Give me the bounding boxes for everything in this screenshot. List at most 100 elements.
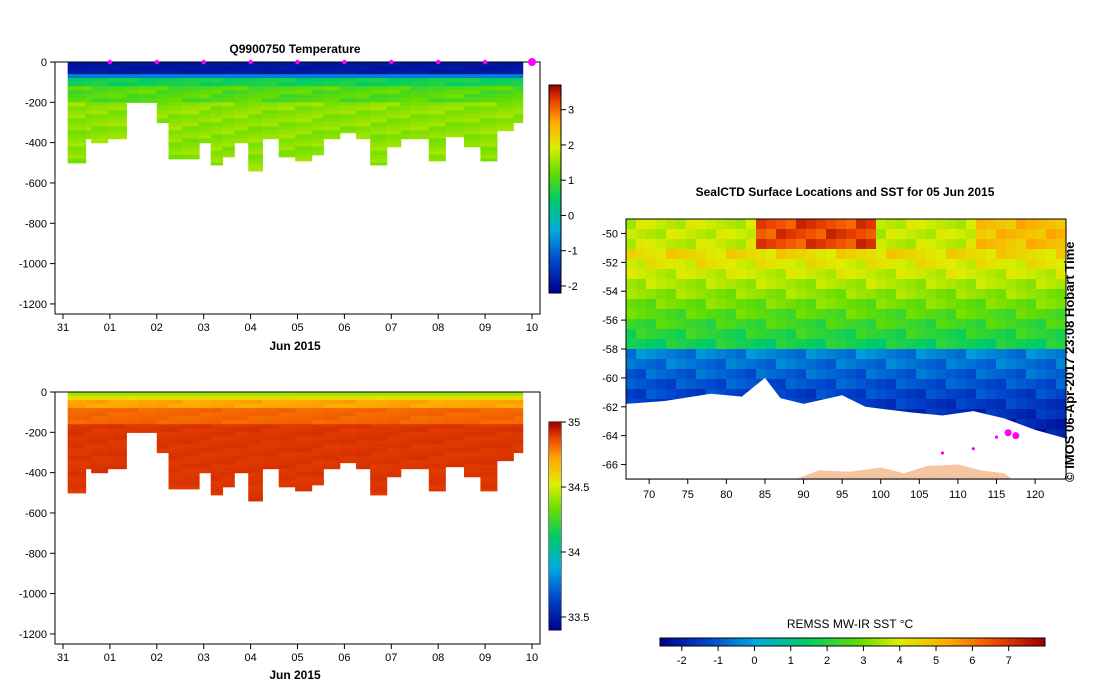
section-cell [248, 432, 263, 437]
sst-cell [676, 349, 687, 360]
sst-cell [886, 269, 897, 280]
sst-cell [1016, 419, 1027, 430]
sst-cell [1056, 349, 1067, 360]
sst-cell [966, 369, 977, 380]
section-cell [222, 440, 235, 446]
section-cell [480, 94, 498, 99]
sst-cell [736, 289, 747, 300]
section-cell [248, 70, 263, 75]
section-cell [210, 480, 224, 486]
sst-colorbar-tick-label: 2 [824, 655, 830, 667]
section-cell [323, 94, 341, 99]
sst-colorbar-tick-label: -2 [677, 655, 687, 667]
section-cell [126, 62, 139, 67]
sst-cell [986, 359, 997, 370]
section-cell [386, 400, 402, 405]
sst-cell [886, 299, 897, 310]
section-cell [91, 94, 109, 99]
section-cell [400, 440, 411, 446]
section-cell [386, 118, 402, 124]
sst-cell [896, 389, 907, 400]
section-cell [513, 420, 524, 425]
section-cell [156, 448, 170, 454]
section-cell [168, 416, 184, 421]
section-cell [85, 74, 92, 79]
sst-cell [676, 319, 687, 330]
sst-cell [1006, 339, 1017, 350]
section-cell [428, 452, 446, 458]
section-cell [400, 82, 411, 87]
section-cell [91, 102, 109, 107]
sst-cell [706, 219, 717, 230]
sst-field [626, 219, 1067, 480]
section-cell [463, 142, 482, 148]
sst-cell [916, 299, 927, 310]
sst-cell [646, 369, 657, 380]
section-cell [400, 408, 411, 413]
sst-cell [666, 359, 677, 370]
section-cell [182, 150, 200, 156]
sst-cell [816, 229, 827, 240]
sst-cell [1006, 359, 1017, 370]
section-cell [67, 456, 87, 462]
section-cell [234, 126, 249, 132]
salinity-colorbar-tick-label: 33.5 [568, 612, 589, 624]
sea-ice-region [626, 377, 1066, 479]
sst-cell [766, 309, 777, 320]
section-cell [85, 436, 92, 441]
sst-cell [896, 289, 907, 300]
sst-cell [836, 319, 847, 330]
section-cell [67, 416, 87, 421]
section-cell [480, 118, 498, 124]
section-cell [107, 98, 127, 103]
section-cell [222, 82, 235, 87]
section-cell [428, 456, 446, 462]
section-cell [295, 118, 313, 124]
section-cell [428, 94, 446, 99]
section-cell [370, 440, 388, 446]
section-cell [311, 150, 324, 156]
section-cell [370, 130, 388, 136]
sst-cell [706, 269, 717, 280]
section-cell [182, 62, 200, 67]
sst-cell [906, 269, 917, 280]
sst-cell [926, 309, 937, 320]
section-cell [182, 74, 200, 79]
section-cell [210, 408, 224, 413]
section-cell [85, 110, 92, 116]
salinity-panel: 0-200-400-600-800-1000-1200 31 01 02 03 04 05… [19, 387, 590, 682]
section-cell [67, 118, 87, 124]
sst-cell [636, 329, 647, 340]
temperature-colorbar-tick-label: -2 [568, 281, 578, 293]
sst-cell [646, 309, 657, 320]
sst-cell [636, 279, 647, 290]
sst-cell [636, 259, 647, 270]
section-cell [210, 138, 224, 144]
section-cell [199, 126, 212, 132]
section-cell [107, 428, 127, 433]
sst-cell [866, 249, 877, 260]
section-cell [295, 440, 313, 446]
sst-cell [936, 289, 947, 300]
section-cell [295, 488, 313, 492]
section-cell [496, 424, 514, 429]
sst-cell [976, 399, 987, 410]
section-cell [182, 94, 200, 99]
section-cell [248, 412, 263, 417]
sst-cell [786, 309, 797, 320]
temperature-x-tick-label: 02 [151, 322, 163, 334]
sst-cell [686, 249, 697, 260]
section-cell [370, 420, 388, 425]
section-cell [463, 420, 482, 425]
section-cell [480, 86, 498, 91]
section-cell [513, 86, 524, 91]
sst-cell [746, 289, 757, 300]
section-cell [210, 452, 224, 458]
sst-cell [1026, 329, 1037, 340]
sst-cell [816, 369, 827, 380]
sst-cell [936, 219, 947, 230]
sst-cell [716, 379, 727, 390]
section-cell [370, 146, 388, 152]
section-cell [356, 78, 371, 83]
section-cell [199, 412, 212, 417]
